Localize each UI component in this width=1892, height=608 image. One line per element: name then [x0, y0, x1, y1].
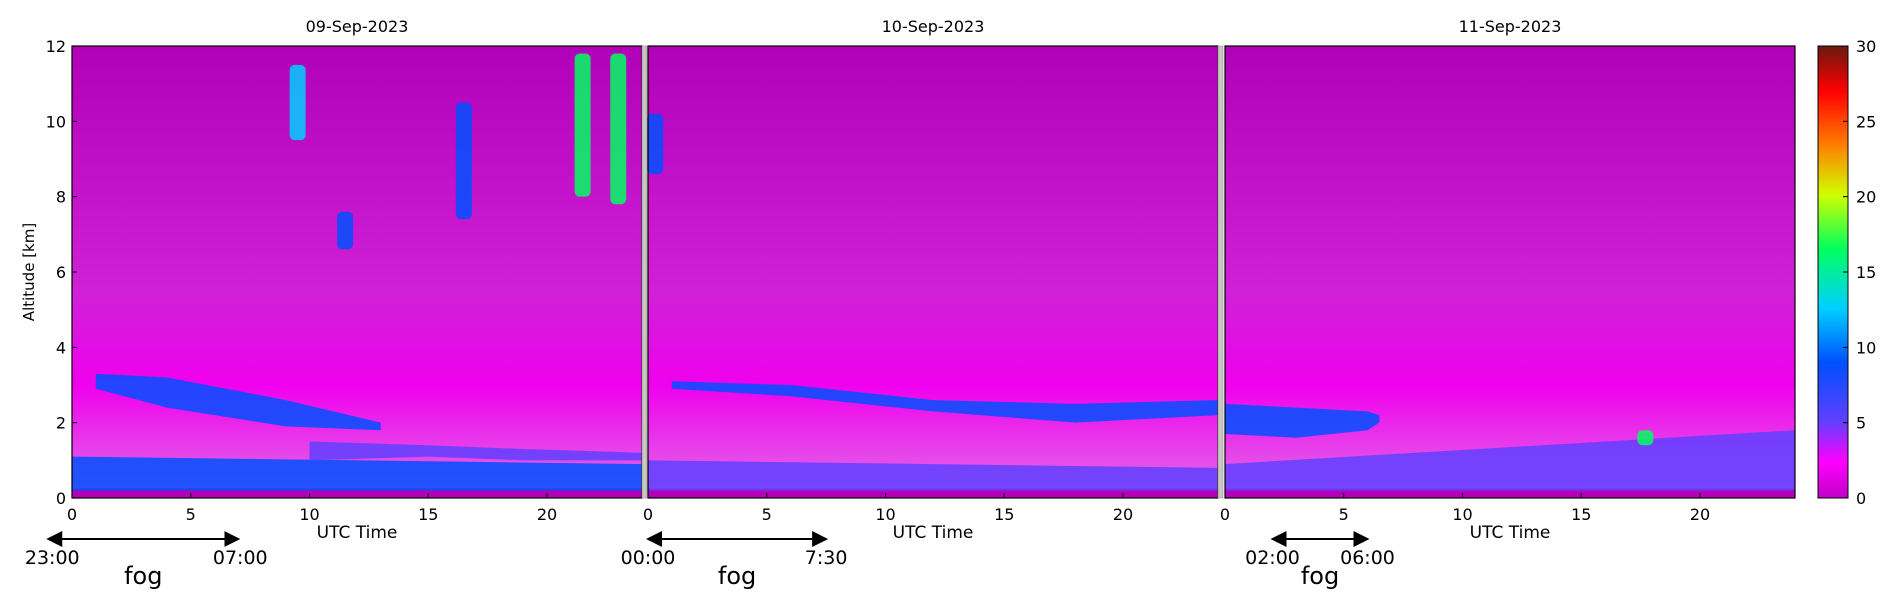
ground-layer	[648, 488, 1218, 498]
colorbar-tick-label: 25	[1856, 112, 1876, 131]
fog-end-time: 7:30	[805, 547, 848, 569]
y-tick-label: 12	[46, 37, 66, 56]
cloud-streak	[610, 53, 627, 205]
x-axis-label: UTC Time	[893, 523, 974, 543]
backscatter-layer	[72, 456, 642, 491]
fog-end-time: 06:00	[1340, 547, 1395, 569]
cloud-streak	[289, 64, 306, 141]
backscatter-layer	[671, 381, 1218, 423]
cloud-streak	[337, 211, 354, 250]
colorbar-tick-label: 10	[1856, 338, 1876, 357]
panel-3: 11-Sep-2023 0 5 10 15 20 UTC Time	[1220, 17, 1796, 543]
colorbar-tick-label: 20	[1856, 188, 1876, 207]
y-tick-label: 4	[56, 338, 66, 357]
x-axis-label: UTC Time	[317, 523, 398, 543]
x-tick-label: 15	[418, 505, 438, 524]
cloud-streak	[455, 102, 472, 220]
x-tick-label: 0	[67, 505, 77, 524]
y-tick-label: 0	[56, 489, 66, 508]
panel-separator	[1217, 45, 1224, 499]
x-tick-label: 10	[299, 505, 319, 524]
colorbar-tick-label: 0	[1856, 489, 1866, 508]
ground-layer	[1225, 488, 1795, 498]
x-tick-label: 20	[1690, 505, 1710, 524]
fog-end-time: 07:00	[213, 547, 268, 569]
fog-annotation-2: 00:00 7:30 fog	[621, 531, 848, 590]
fog-label: fog	[1301, 562, 1339, 590]
fog-start-time: 23:00	[25, 547, 80, 569]
fog-annotation-1: 23:00 07:00 fog	[25, 531, 268, 590]
y-tick-label: 10	[46, 112, 66, 131]
colorbar-tick-label: 15	[1856, 263, 1876, 282]
backscatter-layer	[1225, 403, 1380, 438]
x-tick-label: 5	[186, 505, 196, 524]
panel-2: 10-Sep-2023 0 5 10 15 20 UTC Time	[643, 17, 1219, 543]
x-tick-label: 20	[537, 505, 557, 524]
x-tick-label: 15	[994, 505, 1014, 524]
x-tick-label: 5	[1339, 505, 1349, 524]
cloud-streak	[1637, 430, 1654, 446]
x-tick-label: 5	[762, 505, 772, 524]
backscatter-layer	[648, 460, 1218, 491]
x-tick-label: 10	[1452, 505, 1472, 524]
x-tick-label: 20	[1113, 505, 1133, 524]
backscatter-layer	[95, 373, 381, 431]
heatmap-background	[648, 46, 1218, 498]
cloud-streak	[574, 53, 591, 197]
panel-title: 09-Sep-2023	[306, 17, 409, 36]
fog-start-time: 02:00	[1245, 547, 1300, 569]
panel-1: 09-Sep-2023 0 5 10 15 20 0 2 4 6 8 10 12 Altitude [km…	[20, 17, 643, 543]
x-axis-label: UTC Time	[1470, 523, 1551, 543]
colorbar-tick-label: 30	[1856, 37, 1876, 56]
panel-title: 11-Sep-2023	[1459, 17, 1562, 36]
backscatter-layer	[1225, 430, 1795, 491]
x-tick-label: 10	[875, 505, 895, 524]
heatmap-background	[72, 46, 642, 498]
y-tick-label: 6	[56, 263, 66, 282]
fog-label: fog	[718, 562, 756, 590]
backscatter-layer	[309, 441, 642, 461]
y-tick-label: 8	[56, 188, 66, 207]
y-tick-label: 2	[56, 414, 66, 433]
fog-start-time: 00:00	[621, 547, 676, 569]
x-tick-label: 15	[1571, 505, 1591, 524]
cloud-streak	[647, 113, 664, 175]
axes-frame	[1224, 45, 1796, 499]
y-axis-label: Altitude [km]	[20, 223, 38, 321]
panel-separator	[641, 45, 648, 499]
x-tick-label: 0	[1220, 505, 1230, 524]
fog-label: fog	[124, 562, 162, 590]
x-tick-label: 0	[643, 505, 653, 524]
ground-layer	[72, 488, 642, 498]
colorbar-tick-label: 5	[1856, 414, 1866, 433]
panel-title: 10-Sep-2023	[882, 17, 985, 36]
